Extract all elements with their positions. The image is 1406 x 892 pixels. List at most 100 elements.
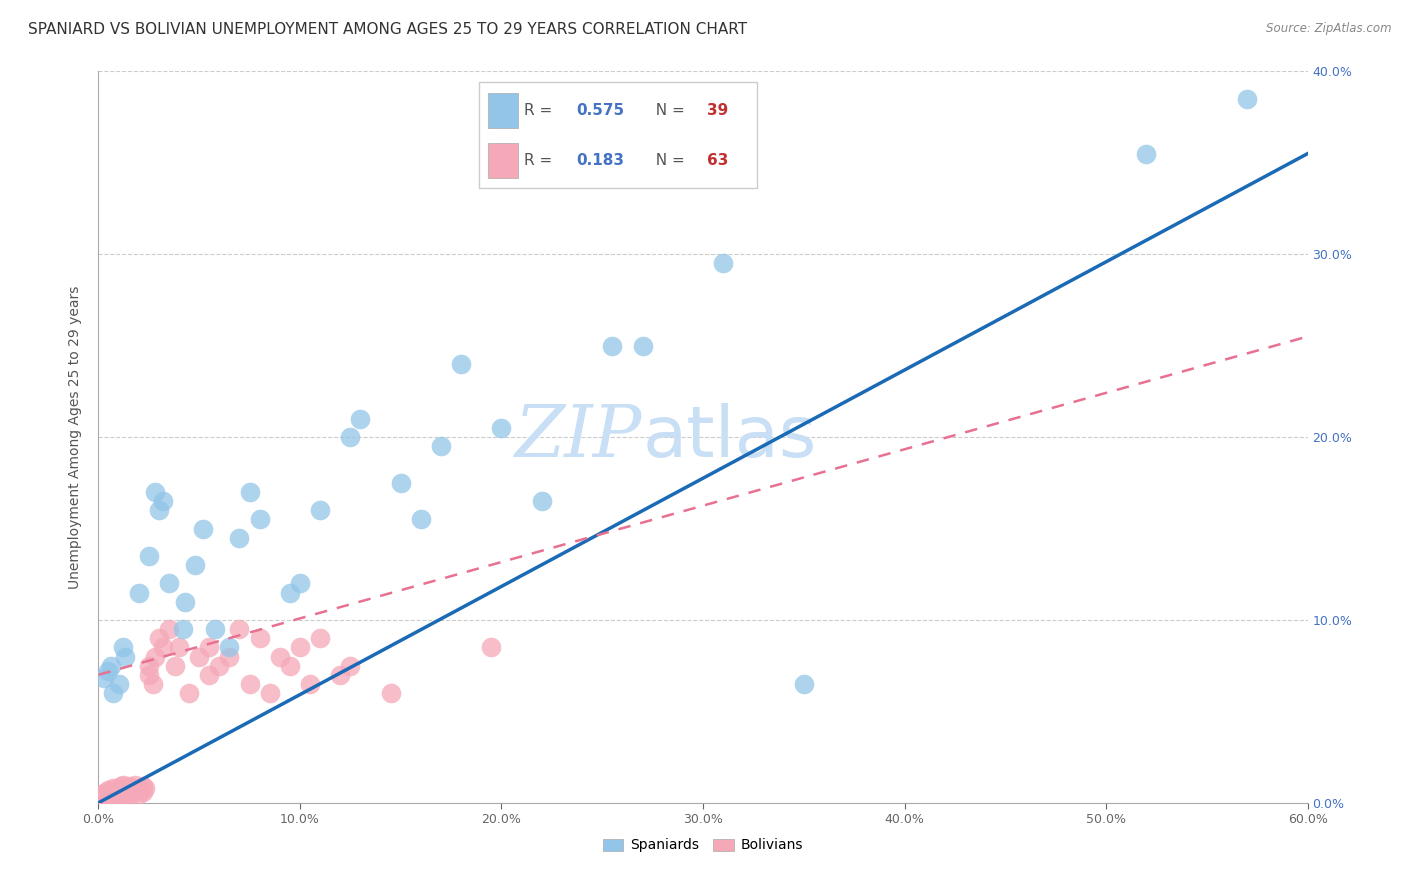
Point (228, 622, 250, 636)
Point (143, 485, 166, 500)
Point (110, 785, 132, 799)
Point (152, 640, 174, 655)
Point (118, 780, 141, 794)
Point (134, 781, 156, 796)
Text: atlas: atlas (643, 402, 817, 472)
Point (100, 785, 122, 799)
Point (239, 677, 262, 691)
Point (269, 649, 291, 664)
Point (491, 421, 513, 435)
Point (128, 781, 150, 796)
Point (107, 790, 129, 805)
Point (339, 658, 361, 673)
Point (128, 787, 150, 801)
Point (249, 632, 271, 646)
Point (124, 783, 146, 797)
Point (602, 338, 624, 352)
Point (218, 649, 240, 664)
Point (450, 357, 472, 371)
Point (380, 686, 402, 700)
Point (107, 677, 129, 691)
Point (631, 338, 654, 352)
Point (148, 503, 170, 517)
Point (208, 658, 231, 673)
Point (157, 576, 180, 591)
Point (114, 649, 136, 664)
Point (278, 585, 301, 599)
Point (93, 790, 115, 805)
Point (152, 494, 174, 508)
Point (143, 649, 166, 664)
Point (530, 494, 553, 508)
Point (299, 677, 322, 691)
Point (193, 521, 215, 535)
Point (121, 785, 143, 799)
Point (184, 558, 207, 573)
Point (97, 664, 120, 678)
Point (132, 785, 155, 799)
Point (259, 686, 281, 700)
Point (105, 781, 128, 796)
Point (198, 640, 221, 655)
Point (1135, 146, 1157, 161)
Point (142, 677, 165, 691)
Point (103, 789, 125, 803)
Point (339, 430, 361, 444)
Point (278, 658, 301, 673)
Text: Source: ZipAtlas.com: Source: ZipAtlas.com (1267, 22, 1392, 36)
Point (101, 789, 124, 803)
Point (172, 622, 194, 636)
Point (111, 640, 134, 655)
Point (329, 667, 352, 681)
Point (129, 783, 152, 797)
Point (93, 672, 115, 686)
Point (218, 640, 240, 655)
Point (148, 632, 170, 646)
Point (97, 787, 120, 801)
Point (111, 787, 134, 801)
Point (288, 640, 311, 655)
Point (157, 622, 180, 636)
Point (115, 783, 138, 797)
Point (101, 781, 124, 796)
Point (174, 594, 197, 608)
Point (97, 783, 120, 797)
Point (120, 787, 142, 801)
Point (167, 640, 190, 655)
Point (128, 585, 150, 599)
Point (132, 780, 155, 794)
Point (228, 531, 250, 545)
Point (309, 503, 332, 517)
Point (105, 787, 128, 801)
Point (198, 667, 221, 681)
Point (389, 475, 412, 490)
Point (100, 790, 122, 805)
Point (430, 439, 453, 453)
Point (309, 632, 332, 646)
Point (163, 658, 186, 673)
Text: SPANIARD VS BOLIVIAN UNEMPLOYMENT AMONG AGES 25 TO 29 YEARS CORRELATION CHART: SPANIARD VS BOLIVIAN UNEMPLOYMENT AMONG … (28, 22, 747, 37)
Point (91, 787, 114, 801)
Point (409, 512, 432, 526)
Point (793, 677, 815, 691)
Point (1236, 92, 1258, 106)
Y-axis label: Unemployment Among Ages 25 to 29 years: Unemployment Among Ages 25 to 29 years (69, 285, 83, 589)
Point (481, 640, 503, 655)
Point (204, 622, 226, 636)
Point (179, 686, 201, 700)
Point (111, 778, 134, 792)
Point (124, 778, 146, 792)
Point (138, 658, 160, 673)
Point (120, 781, 142, 796)
Legend: Spaniards, Bolivians: Spaniards, Bolivians (598, 833, 808, 858)
Point (107, 785, 129, 799)
Point (239, 485, 262, 500)
Point (118, 785, 141, 799)
Point (103, 783, 125, 797)
Text: ZIP: ZIP (515, 401, 643, 473)
Point (138, 549, 160, 563)
Point (188, 649, 211, 664)
Point (138, 667, 160, 681)
Point (249, 512, 271, 526)
Point (711, 256, 734, 270)
